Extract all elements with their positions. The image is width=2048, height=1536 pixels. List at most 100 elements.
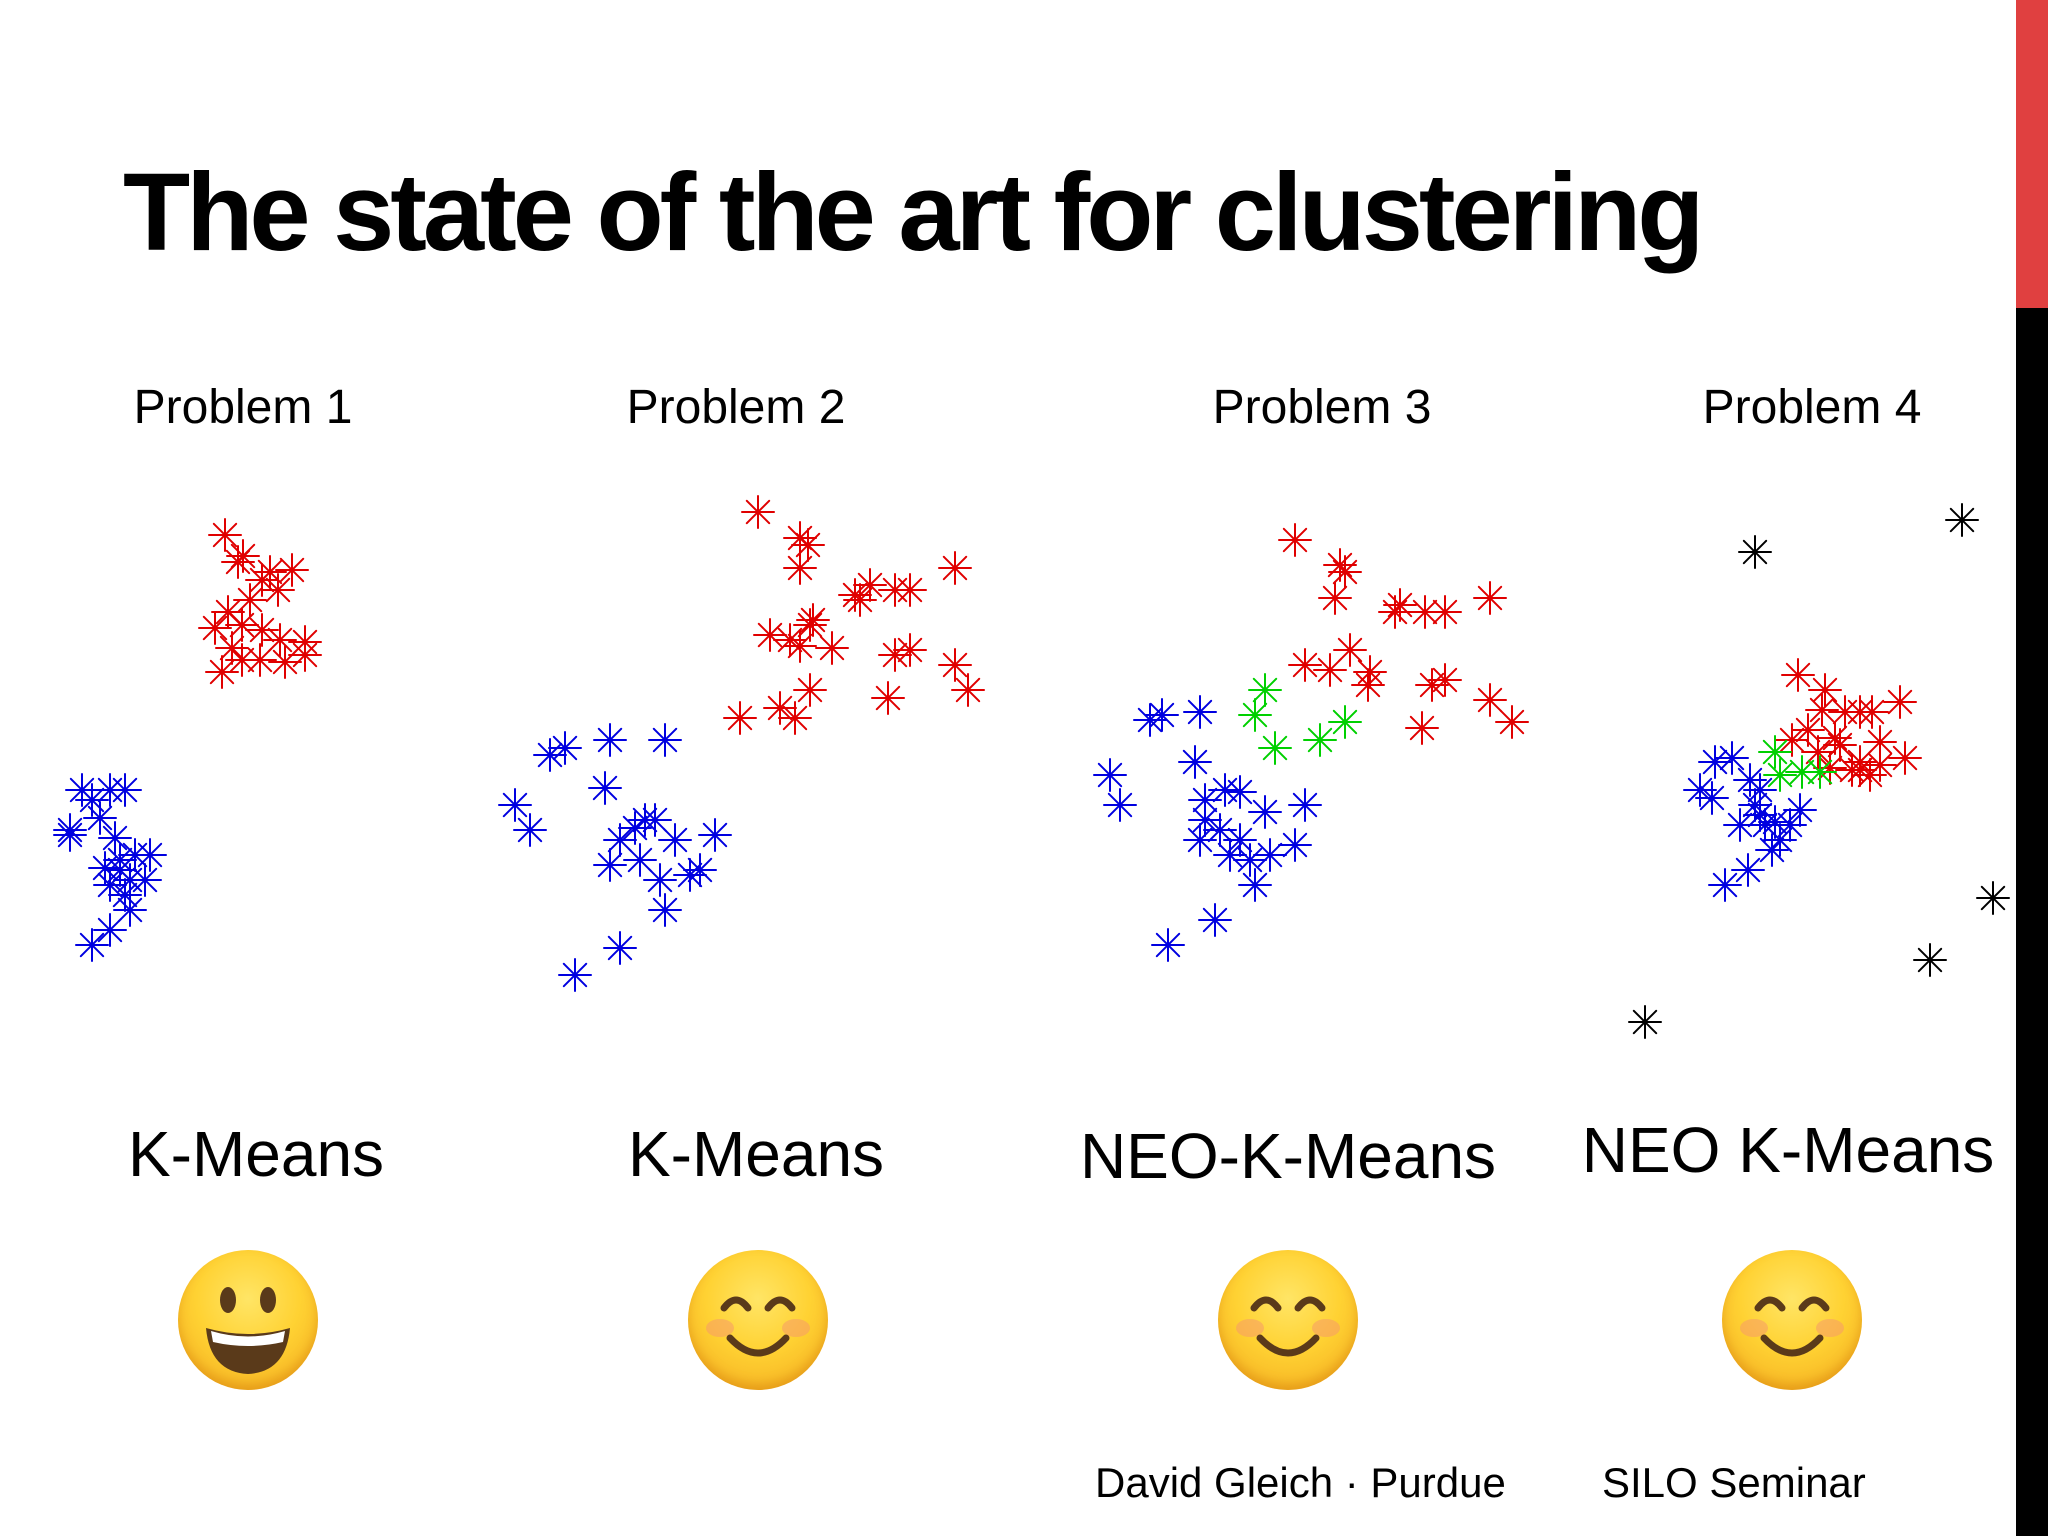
data-point bbox=[843, 583, 877, 617]
data-point bbox=[815, 631, 849, 665]
data-point bbox=[938, 551, 972, 585]
data-point bbox=[1805, 693, 1839, 727]
data-point bbox=[1888, 741, 1922, 775]
data-point bbox=[1213, 838, 1247, 872]
data-point bbox=[1278, 828, 1312, 862]
data-point bbox=[1628, 1005, 1662, 1039]
data-point bbox=[1133, 703, 1167, 737]
data-point bbox=[1093, 758, 1127, 792]
data-point bbox=[763, 691, 797, 725]
data-point bbox=[1883, 685, 1917, 719]
data-point bbox=[98, 821, 132, 855]
data-point bbox=[1233, 843, 1267, 877]
data-point bbox=[603, 931, 637, 965]
data-point bbox=[1351, 668, 1385, 702]
data-point bbox=[1755, 833, 1789, 867]
data-point bbox=[1288, 648, 1322, 682]
data-point bbox=[83, 801, 117, 835]
data-point bbox=[198, 611, 232, 645]
slide-title: The state of the art for clustering bbox=[123, 151, 1704, 274]
problem-4-label: Problem 4 bbox=[1702, 381, 1922, 434]
data-point bbox=[623, 843, 657, 877]
data-point bbox=[951, 673, 985, 707]
data-point bbox=[1405, 711, 1439, 745]
data-point bbox=[513, 813, 547, 847]
method-3-label: NEO-K-Means bbox=[1079, 1120, 1497, 1192]
data-point bbox=[853, 568, 887, 602]
data-point bbox=[1183, 823, 1217, 857]
data-point bbox=[1913, 943, 1947, 977]
data-point bbox=[893, 573, 927, 607]
scatter-panel-3 bbox=[1093, 523, 1529, 962]
data-point bbox=[268, 645, 302, 679]
data-point bbox=[593, 848, 627, 882]
data-point bbox=[1328, 555, 1362, 589]
data-point bbox=[1945, 503, 1979, 537]
problem-1-label: Problem 1 bbox=[133, 381, 353, 434]
data-point bbox=[618, 811, 652, 845]
data-point bbox=[208, 518, 242, 552]
data-point bbox=[93, 868, 127, 902]
data-point bbox=[1303, 723, 1337, 757]
data-point bbox=[1288, 788, 1322, 822]
data-point bbox=[245, 563, 279, 597]
data-point bbox=[1415, 668, 1449, 702]
data-point bbox=[783, 551, 817, 585]
smiling-face-icon bbox=[1218, 1250, 1358, 1390]
method-4-label: NEO K-Means bbox=[1581, 1114, 1995, 1186]
data-point bbox=[75, 928, 109, 962]
data-point bbox=[648, 893, 682, 927]
data-point bbox=[1715, 741, 1749, 775]
data-point bbox=[1783, 793, 1817, 827]
data-point bbox=[211, 595, 245, 629]
data-point bbox=[548, 731, 582, 765]
side-bar bbox=[2016, 308, 2048, 1536]
data-point bbox=[796, 603, 830, 637]
data-point bbox=[793, 608, 827, 642]
smiling-face-icon bbox=[1722, 1250, 1862, 1390]
problem-2-label: Problem 2 bbox=[626, 381, 846, 434]
data-point bbox=[1278, 523, 1312, 557]
data-point bbox=[1738, 535, 1772, 569]
footer-author: David Gleich · Purdue bbox=[1095, 1459, 1506, 1506]
data-point bbox=[1775, 723, 1809, 757]
data-point bbox=[221, 545, 255, 579]
data-point bbox=[793, 673, 827, 707]
data-point bbox=[1801, 735, 1835, 769]
data-point bbox=[1803, 755, 1837, 789]
data-point bbox=[261, 573, 295, 607]
data-point bbox=[683, 853, 717, 887]
data-point bbox=[558, 958, 592, 992]
data-point bbox=[1773, 808, 1807, 842]
data-point bbox=[245, 613, 279, 647]
scatter-panel-4 bbox=[1628, 503, 2010, 1039]
data-point bbox=[288, 638, 322, 672]
data-point bbox=[1843, 753, 1877, 787]
data-point bbox=[113, 893, 147, 927]
data-point bbox=[88, 851, 122, 885]
data-point bbox=[723, 701, 757, 735]
method-1-label: K-Means bbox=[127, 1118, 385, 1190]
data-point bbox=[1188, 803, 1222, 837]
data-point bbox=[1763, 823, 1797, 857]
data-point bbox=[1318, 581, 1352, 615]
data-point bbox=[1328, 705, 1362, 739]
scatter-panel-1 bbox=[53, 518, 322, 962]
data-point bbox=[753, 618, 787, 652]
data-point bbox=[1758, 735, 1792, 769]
data-point bbox=[1145, 698, 1179, 732]
scatter-panel-2 bbox=[498, 495, 985, 992]
data-point bbox=[1495, 705, 1529, 739]
data-point bbox=[893, 633, 927, 667]
data-point bbox=[638, 803, 672, 837]
data-point bbox=[1695, 781, 1729, 815]
data-point bbox=[498, 788, 532, 822]
data-point bbox=[1781, 658, 1815, 692]
data-point bbox=[1333, 633, 1367, 667]
data-point bbox=[698, 818, 732, 852]
data-point bbox=[1248, 673, 1282, 707]
data-point bbox=[603, 823, 637, 857]
data-point bbox=[778, 701, 812, 735]
data-point bbox=[1808, 673, 1842, 707]
data-point bbox=[1473, 683, 1507, 717]
